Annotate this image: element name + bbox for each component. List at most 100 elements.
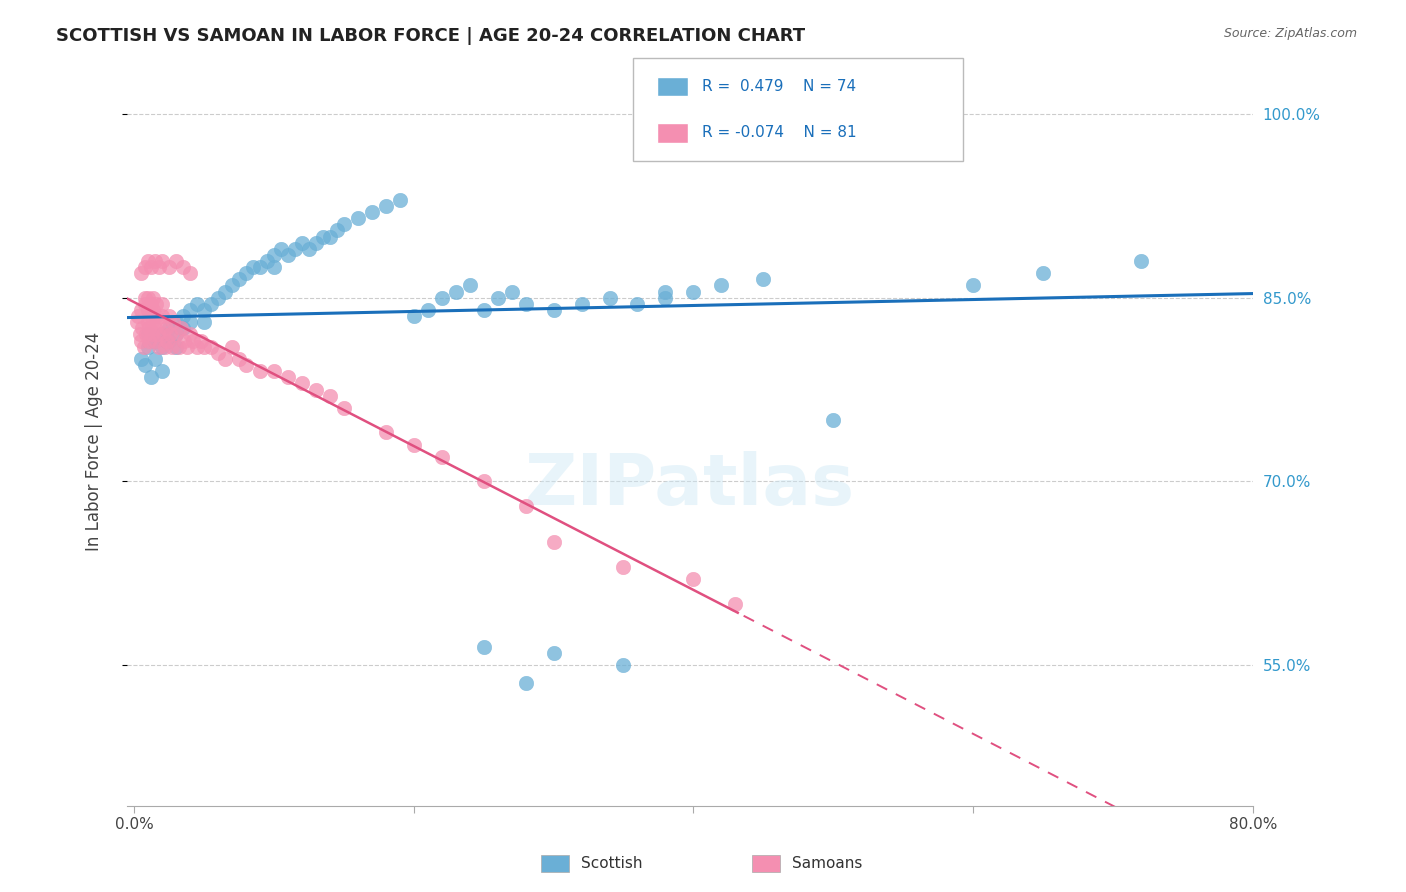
Point — [472, 475, 495, 489]
Point — [402, 309, 425, 323]
Point — [214, 351, 236, 366]
Point — [134, 358, 156, 372]
Point — [165, 327, 187, 342]
Point — [136, 327, 159, 342]
Point — [501, 285, 523, 299]
Point — [150, 340, 173, 354]
Point — [543, 646, 565, 660]
Point — [235, 266, 257, 280]
Point — [141, 315, 163, 329]
Point — [134, 297, 156, 311]
Point — [200, 297, 222, 311]
Point — [228, 272, 250, 286]
Point — [472, 640, 495, 654]
Point — [150, 309, 173, 323]
Point — [682, 285, 704, 299]
Point — [173, 334, 195, 348]
Point — [132, 340, 155, 354]
Text: Samoans: Samoans — [792, 856, 862, 871]
Point — [179, 266, 201, 280]
Text: Scottish: Scottish — [581, 856, 643, 871]
Point — [162, 315, 184, 329]
Point — [148, 260, 170, 274]
Point — [228, 351, 250, 366]
Point — [319, 229, 342, 244]
Point — [207, 291, 229, 305]
Point — [823, 413, 845, 427]
Point — [165, 327, 187, 342]
Point — [165, 315, 187, 329]
Text: ZIPatlas: ZIPatlas — [524, 450, 855, 520]
Point — [190, 334, 212, 348]
Point — [160, 340, 183, 354]
Point — [444, 285, 467, 299]
Point — [221, 278, 243, 293]
Point — [129, 351, 152, 366]
Point — [135, 327, 157, 342]
Point — [374, 199, 396, 213]
Point — [962, 278, 984, 293]
Point — [146, 327, 169, 342]
Point — [138, 321, 160, 335]
Y-axis label: In Labor Force | Age 20-24: In Labor Force | Age 20-24 — [86, 332, 103, 551]
Point — [263, 364, 285, 378]
Point — [235, 358, 257, 372]
Point — [157, 334, 180, 348]
Point — [263, 260, 285, 274]
Point — [131, 321, 153, 335]
Point — [172, 309, 194, 323]
Point — [143, 334, 166, 348]
Point — [326, 223, 349, 237]
Point — [143, 321, 166, 335]
Point — [127, 309, 149, 323]
Point — [165, 340, 187, 354]
Point — [139, 260, 162, 274]
Point — [181, 334, 204, 348]
Point — [172, 260, 194, 274]
Point — [249, 260, 271, 274]
Point — [172, 321, 194, 335]
Point — [179, 315, 201, 329]
Text: R = -0.074    N = 81: R = -0.074 N = 81 — [702, 126, 856, 140]
Point — [270, 242, 292, 256]
Point — [515, 499, 537, 513]
Point — [143, 254, 166, 268]
Point — [139, 370, 162, 384]
Point — [136, 315, 159, 329]
Point — [332, 401, 354, 415]
Point — [129, 266, 152, 280]
Point — [249, 364, 271, 378]
Point — [170, 321, 193, 335]
Point — [125, 315, 148, 329]
Point — [129, 302, 152, 317]
Point — [150, 254, 173, 268]
Point — [214, 285, 236, 299]
Point — [193, 340, 215, 354]
Point — [152, 327, 174, 342]
Point — [298, 242, 321, 256]
Point — [242, 260, 264, 274]
Point — [360, 205, 382, 219]
Point — [134, 291, 156, 305]
Point — [612, 560, 634, 574]
Point — [416, 302, 439, 317]
Point — [654, 291, 676, 305]
Point — [515, 676, 537, 690]
Point — [134, 260, 156, 274]
Point — [571, 297, 593, 311]
Point — [186, 297, 208, 311]
Point — [599, 291, 621, 305]
Point — [332, 217, 354, 231]
Point — [186, 340, 208, 354]
Point — [128, 327, 150, 342]
Point — [176, 340, 198, 354]
Point — [284, 242, 307, 256]
Point — [139, 297, 162, 311]
Point — [277, 248, 299, 262]
Point — [612, 657, 634, 672]
Point — [654, 285, 676, 299]
Point — [150, 327, 173, 342]
Point — [402, 437, 425, 451]
Text: R =  0.479    N = 74: R = 0.479 N = 74 — [702, 79, 856, 94]
Point — [155, 321, 177, 335]
